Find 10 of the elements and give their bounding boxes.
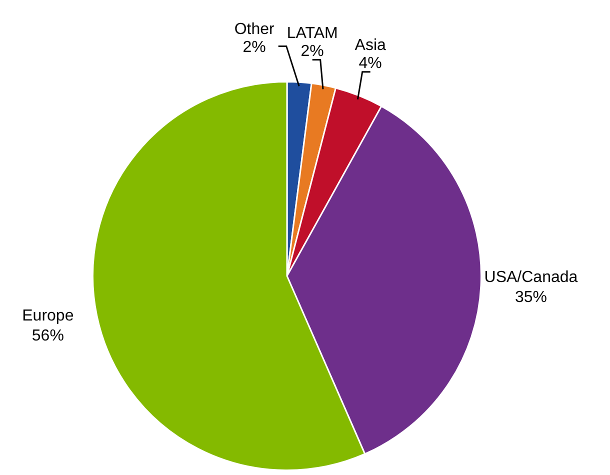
data-label: 2%: [300, 42, 324, 60]
slice-label: Europe: [22, 307, 74, 324]
slice-label: LATAM: [286, 24, 338, 42]
data-label: 2%: [242, 39, 266, 56]
slice-label: USA/Canada: [484, 269, 578, 286]
data-label: 56%: [32, 327, 64, 344]
data-label: 35%: [514, 289, 547, 306]
slice-label: Asia: [354, 36, 386, 54]
slice-label: Other: [234, 21, 276, 38]
data-label: 4%: [358, 54, 382, 72]
